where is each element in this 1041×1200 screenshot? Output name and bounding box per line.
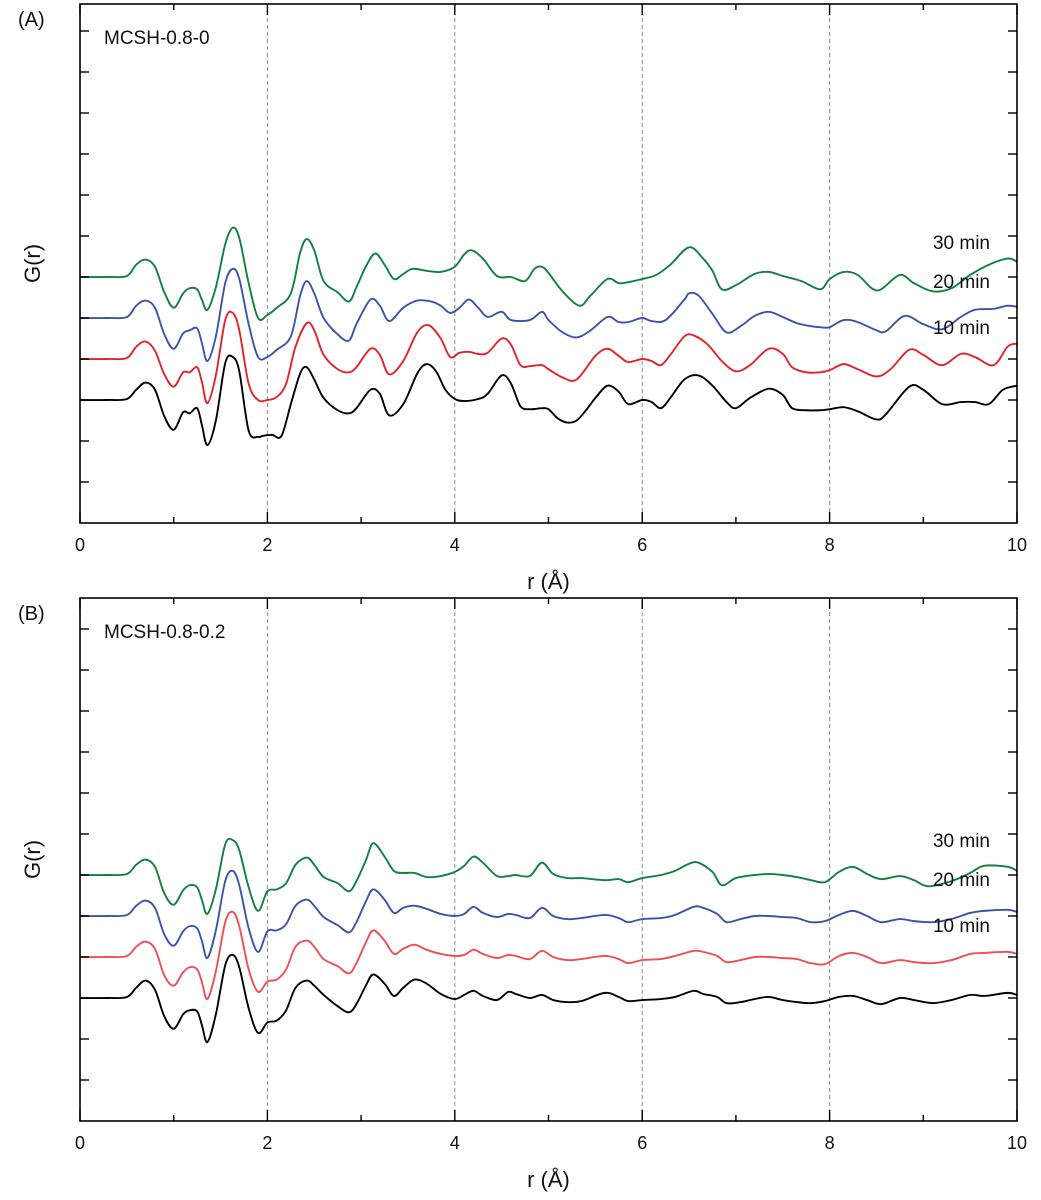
x-tick-label: 2 [262, 1133, 272, 1153]
x-tick-label: 0 [75, 535, 85, 555]
x-axis-label: r (Å) [527, 569, 570, 594]
series-label: 30 min [933, 831, 990, 852]
series-label: 10 min [933, 318, 990, 339]
panel-label: (A) [18, 9, 45, 31]
series-label: 30 min [933, 233, 990, 254]
x-tick-label: 10 [1007, 535, 1027, 555]
x-tick-label: 10 [1007, 1133, 1027, 1153]
panel-b: 10 min 20 min 30 min 0 2 4 6 8 10 r (Å) G(r) (B) MCS… [18, 597, 1027, 1192]
panel-label: (B) [18, 603, 45, 625]
series-line [80, 910, 1017, 1000]
traces [80, 226, 1017, 447]
x-tick-label: 8 [825, 535, 835, 555]
series-label: 10 min [933, 916, 990, 937]
sample-label: MCSH-0.8-0.2 [104, 622, 225, 643]
panel-a: 10 min 20 min 30 min 0 2 4 6 8 10 r (Å) G(r) (A) MCS… [18, 3, 1027, 594]
y-axis-label: G(r) [20, 244, 45, 283]
series-line [80, 354, 1017, 447]
series-line [80, 267, 1017, 363]
y-axis-label: G(r) [20, 840, 45, 879]
x-tick-label: 6 [637, 535, 647, 555]
series-label: 20 min [933, 870, 990, 891]
series-line [80, 837, 1017, 915]
x-axis-label: r (Å) [527, 1167, 570, 1192]
series-line [80, 310, 1017, 405]
x-tick-label: 2 [262, 535, 272, 555]
x-tick-label: 0 [75, 1133, 85, 1153]
series-line [80, 953, 1017, 1044]
series-line [80, 226, 1017, 321]
x-tick-label: 4 [450, 1133, 460, 1153]
series-line [80, 869, 1017, 959]
plot-frame [79, 597, 1018, 1122]
series-label: 20 min [933, 272, 990, 293]
x-tick-label: 8 [825, 1133, 835, 1153]
traces [80, 837, 1017, 1044]
x-tick-label: 4 [450, 535, 460, 555]
sample-label: MCSH-0.8-0 [104, 28, 210, 49]
x-tick-label: 6 [637, 1133, 647, 1153]
